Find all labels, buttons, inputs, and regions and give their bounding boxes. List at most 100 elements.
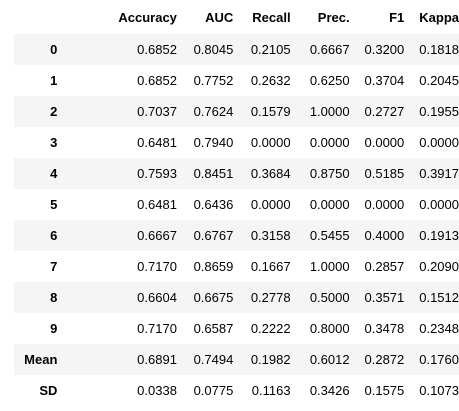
cell-f1: 0.4000	[364, 228, 405, 243]
cell-kappa: 0.2348	[419, 321, 459, 336]
cell-auc: 0.8659	[193, 259, 234, 274]
cell-f1: 0.0000	[364, 135, 405, 150]
cell-recall: 0.1667	[250, 259, 291, 274]
cell-kappa: 0.1955	[419, 104, 459, 119]
cell-auc: 0.7940	[193, 135, 234, 150]
cell-recall: 0.1579	[250, 104, 291, 119]
table-row: 0 0.6852 0.8045 0.2105 0.6667 0.3200 0.1818	[14, 34, 459, 65]
header-precision: Prec.	[317, 9, 350, 25]
cell-accuracy: 0.6481	[137, 135, 177, 150]
cell-precision: 0.5455	[309, 228, 350, 243]
cell-precision: 0.5000	[309, 290, 350, 305]
table-row: 7 0.7170 0.8659 0.1667 1.0000 0.2857 0.2090	[14, 251, 459, 282]
cell-accuracy: 0.6604	[137, 290, 177, 305]
cell-precision: 0.6250	[309, 73, 350, 88]
cell-f1: 0.2872	[364, 352, 405, 367]
row-index: 7	[50, 259, 58, 274]
cell-accuracy: 0.6667	[137, 228, 177, 243]
cell-kappa: 0.1760	[419, 352, 459, 367]
row-index: 0	[50, 42, 58, 57]
cell-recall: 0.2632	[250, 73, 291, 88]
cell-recall: 0.2222	[250, 321, 291, 336]
cell-kappa: 0.1818	[419, 42, 459, 57]
cell-recall: 0.3158	[250, 228, 291, 243]
cell-recall: 0.2778	[250, 290, 291, 305]
cell-precision: 0.0000	[309, 197, 350, 212]
table-body: 0 0.6852 0.8045 0.2105 0.6667 0.3200 0.1818 1 0.…	[14, 34, 459, 406]
cell-accuracy: 0.7170	[137, 259, 177, 274]
cell-auc: 0.6675	[193, 290, 234, 305]
row-index: Mean	[24, 352, 58, 367]
cell-f1: 0.3571	[364, 290, 405, 305]
table-row: 3 0.6481 0.7940 0.0000 0.0000 0.0000 0.0000	[14, 127, 459, 158]
cell-f1: 0.1575	[364, 383, 405, 398]
header-accuracy: Accuracy	[118, 9, 177, 25]
cell-precision: 0.6667	[309, 42, 350, 57]
cell-recall: 0.2105	[250, 42, 291, 57]
cell-precision: 0.3426	[309, 383, 350, 398]
table-row: 6 0.6667 0.6767 0.3158 0.5455 0.4000 0.1913	[14, 220, 459, 251]
cell-f1: 0.3704	[364, 73, 405, 88]
row-index: 5	[50, 197, 58, 212]
header-auc: AUC	[205, 9, 234, 25]
row-index: 8	[50, 290, 58, 305]
cell-f1: 0.3478	[364, 321, 405, 336]
table-header: Accuracy AUC Recall Prec. F1 Kappa	[14, 0, 459, 34]
cell-auc: 0.7494	[193, 352, 234, 367]
cell-f1: 0.0000	[364, 197, 405, 212]
cell-f1: 0.2727	[364, 104, 405, 119]
row-index: 9	[50, 321, 58, 336]
cell-auc: 0.6767	[193, 228, 234, 243]
table-row: 4 0.7593 0.8451 0.3684 0.8750 0.5185 0.3917	[14, 158, 459, 189]
cell-precision: 1.0000	[309, 104, 350, 119]
cell-precision: 0.6012	[309, 352, 350, 367]
cell-f1: 0.5185	[364, 166, 405, 181]
cell-accuracy: 0.7170	[137, 321, 177, 336]
cell-auc: 0.8045	[193, 42, 234, 57]
cell-kappa: 0.2090	[419, 259, 459, 274]
cell-auc: 0.7624	[193, 104, 234, 119]
row-index: 1	[50, 73, 58, 88]
cell-kappa: 0.1913	[419, 228, 459, 243]
cell-recall: 0.0000	[250, 135, 291, 150]
cell-precision: 1.0000	[309, 259, 350, 274]
cell-recall: 0.1163	[251, 383, 291, 398]
header-row: Accuracy AUC Recall Prec. F1 Kappa	[14, 0, 459, 34]
row-index: SD	[39, 383, 58, 398]
cell-recall: 0.0000	[250, 197, 291, 212]
cell-accuracy: 0.0338	[137, 383, 177, 398]
cell-auc: 0.6587	[193, 321, 234, 336]
cell-accuracy: 0.6891	[137, 352, 177, 367]
table-row: Mean 0.6891 0.7494 0.1982 0.6012 0.2872 0.1760	[14, 344, 459, 375]
cell-kappa: 0.1073	[419, 383, 459, 398]
header-f1: F1	[389, 9, 405, 25]
cell-precision: 0.0000	[309, 135, 350, 150]
table-row: 5 0.6481 0.6436 0.0000 0.0000 0.0000 0.0000	[14, 189, 459, 220]
header-kappa: Kappa	[419, 9, 459, 25]
cell-recall: 0.1982	[250, 352, 291, 367]
cell-precision: 0.8750	[309, 166, 350, 181]
table-row: 8 0.6604 0.6675 0.2778 0.5000 0.3571 0.1512	[14, 282, 459, 313]
cell-precision: 0.8000	[309, 321, 350, 336]
cell-kappa: 0.1512	[419, 290, 459, 305]
table-row: 1 0.6852 0.7752 0.2632 0.6250 0.3704 0.2045	[14, 65, 459, 96]
cell-recall: 0.3684	[250, 166, 291, 181]
row-index: 3	[50, 135, 58, 150]
cell-accuracy: 0.7593	[137, 166, 177, 181]
table-row: 9 0.7170 0.6587 0.2222 0.8000 0.3478 0.2348	[14, 313, 459, 344]
cell-kappa: 0.0000	[419, 135, 459, 150]
cell-accuracy: 0.7037	[137, 104, 177, 119]
cell-accuracy: 0.6481	[137, 197, 177, 212]
row-index: 6	[50, 228, 58, 243]
cell-f1: 0.2857	[364, 259, 405, 274]
cell-kappa: 0.3917	[419, 166, 459, 181]
cell-auc: 0.6436	[193, 197, 234, 212]
cell-kappa: 0.0000	[419, 197, 459, 212]
cell-auc: 0.8451	[193, 166, 234, 181]
cell-accuracy: 0.6852	[137, 73, 177, 88]
table-row: 2 0.7037 0.7624 0.1579 1.0000 0.2727 0.1955	[14, 96, 459, 127]
cell-kappa: 0.2045	[419, 73, 459, 88]
cell-f1: 0.3200	[364, 42, 405, 57]
cell-auc: 0.0775	[193, 383, 234, 398]
